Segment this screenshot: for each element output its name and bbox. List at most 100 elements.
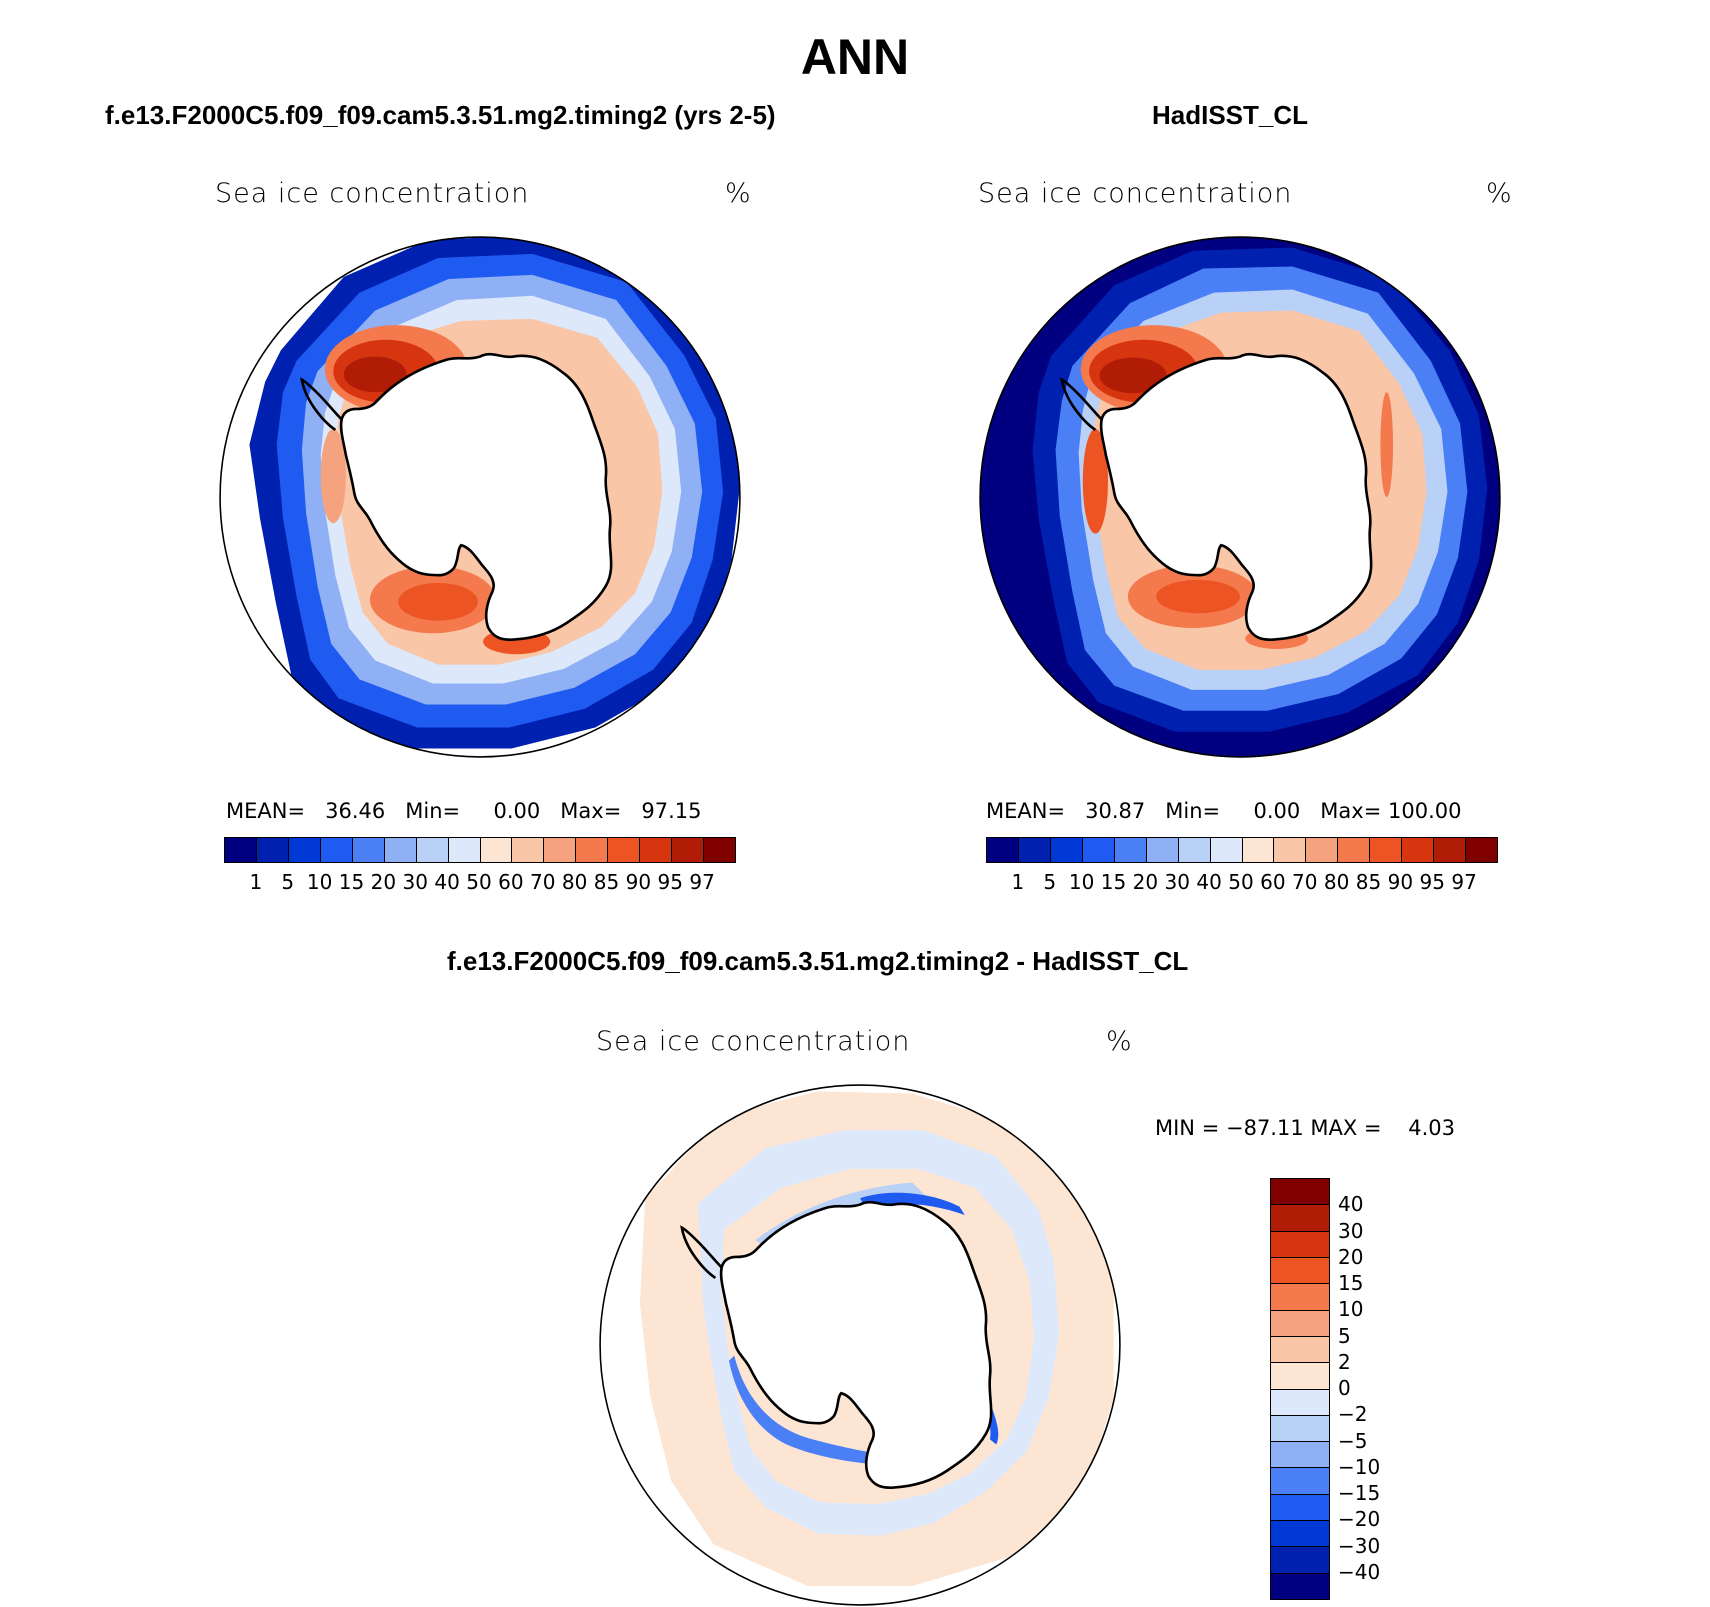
obs-colorbar-tick-label: 5 — [1043, 870, 1057, 894]
diff-colorbar-tick-label: −40 — [1338, 1559, 1381, 1584]
diff-colorbar-swatch — [1271, 1310, 1329, 1337]
obs-colorbar-tick-label: 97 — [1451, 870, 1477, 894]
diff-min-label: MIN = — [1155, 1116, 1220, 1140]
diff-colorbar-swatch — [1271, 1521, 1329, 1548]
obs-colorbar-swatch — [1306, 838, 1339, 862]
obs-colorbar-tick-label: 60 — [1260, 870, 1286, 894]
diff-colorbar-tick-label: 30 — [1338, 1218, 1364, 1243]
model-colorbar-tick-label: 70 — [530, 870, 556, 894]
model-colorbar-tick-label: 1 — [249, 870, 263, 894]
obs-max-label: Max= — [1320, 799, 1382, 823]
model-colorbar-tick-label: 40 — [434, 870, 460, 894]
obs-colorbar-swatch — [1114, 838, 1147, 862]
diff-variable-label: Sea ice concentration — [596, 1026, 911, 1057]
obs-variable-label: Sea ice concentration — [978, 178, 1293, 209]
obs-max-value: 100.00 — [1388, 799, 1462, 823]
diff-colorbar-tick-label: 20 — [1338, 1244, 1364, 1269]
diff-colorbar-ticks: 40 30 20 15 10 5 2 0 −2 −5 −10 −15 −20 −30 −40 — [1338, 1178, 1408, 1598]
model-colorbar-swatch — [608, 838, 641, 862]
obs-colorbar-swatch — [1146, 838, 1179, 862]
obs-colorbar-swatch — [1274, 838, 1307, 862]
model-stats: MEAN= 36.46 Min= 0.00 Max= 97.15 — [226, 799, 701, 823]
model-colorbar-swatch — [352, 838, 385, 862]
obs-colorbar-swatch — [1370, 838, 1403, 862]
model-colorbar-tick-label: 60 — [498, 870, 524, 894]
obs-colorbar-tick-label: 90 — [1387, 870, 1414, 894]
model-colorbar-swatch — [288, 838, 321, 862]
obs-stats: MEAN= 30.87 Min= 0.00 Max= 100.00 — [986, 799, 1461, 823]
diff-colorbar-tick-label: 10 — [1338, 1297, 1364, 1322]
model-colorbar-swatch — [320, 838, 353, 862]
obs-min-label: Min= — [1165, 799, 1221, 823]
model-variable-label: Sea ice concentration — [215, 178, 530, 209]
model-polar-map — [219, 236, 741, 758]
obs-colorbar-tick-label: 30 — [1164, 870, 1190, 894]
model-colorbar-tick-label: 10 — [306, 870, 333, 894]
model-colorbar-tick-label: 97 — [689, 870, 715, 894]
model-mean-value: 36.46 — [325, 799, 386, 823]
model-panel-title: f.e13.F2000C5.f09_f09.cam5.3.51.mg2.timi… — [105, 100, 776, 130]
model-min-label: Min= — [405, 799, 461, 823]
obs-colorbar-swatch — [1050, 838, 1083, 862]
obs-colorbar-tick-label: 10 — [1068, 870, 1095, 894]
obs-colorbar-swatch — [1178, 838, 1211, 862]
diff-colorbar — [1270, 1178, 1330, 1600]
obs-colorbar-swatch — [987, 838, 1019, 862]
diff-colorbar-tick-label: 15 — [1338, 1271, 1364, 1295]
obs-colorbar-swatch — [1338, 838, 1371, 862]
model-units-label: % — [725, 178, 752, 209]
model-colorbar-ticks: 1 5 10 15 20 30 40 50 60 70 80 85 90 95 97 — [224, 870, 734, 894]
model-colorbar-tick-label: 85 — [593, 870, 620, 894]
diff-colorbar-swatch — [1271, 1205, 1329, 1232]
obs-units-label: % — [1486, 178, 1513, 209]
diff-colorbar-swatch — [1271, 1389, 1329, 1416]
obs-mean-label: MEAN= — [986, 799, 1066, 823]
model-colorbar-swatch — [384, 838, 417, 862]
diff-colorbar-swatch — [1271, 1547, 1329, 1574]
obs-colorbar-swatch — [1402, 838, 1435, 862]
obs-colorbar-tick-label: 70 — [1292, 870, 1318, 894]
model-colorbar-tick-label: 80 — [561, 870, 588, 894]
obs-colorbar-tick-label: 85 — [1355, 870, 1382, 894]
model-colorbar-swatch — [225, 838, 257, 862]
model-mean-label: MEAN= — [226, 799, 306, 823]
model-min-value: 0.00 — [493, 799, 541, 823]
diff-colorbar-swatch — [1271, 1231, 1329, 1258]
figure-title: ANN — [800, 29, 910, 85]
model-colorbar-swatch — [576, 838, 609, 862]
model-max-label: Max= — [560, 799, 622, 823]
model-max-value: 97.15 — [641, 799, 702, 823]
diff-colorbar-swatch — [1271, 1336, 1329, 1364]
diff-colorbar-swatch — [1271, 1468, 1329, 1495]
model-colorbar-tick-label: 95 — [657, 870, 683, 894]
diff-colorbar-swatch — [1271, 1573, 1329, 1599]
obs-colorbar-swatch — [1082, 838, 1115, 862]
diff-colorbar-tick-label: 2 — [1338, 1349, 1351, 1374]
model-colorbar-tick-label: 90 — [625, 870, 652, 894]
diff-colorbar-tick-label: −20 — [1338, 1507, 1381, 1532]
model-colorbar-swatch — [416, 838, 449, 862]
diff-colorbar-swatch — [1271, 1179, 1329, 1206]
model-colorbar-tick-label: 20 — [370, 870, 397, 894]
obs-colorbar-tick-label: 95 — [1419, 870, 1445, 894]
model-colorbar-swatch — [544, 838, 577, 862]
obs-colorbar-swatch — [1210, 838, 1243, 862]
diff-colorbar-swatch — [1271, 1363, 1329, 1390]
model-colorbar-swatch — [256, 838, 289, 862]
model-colorbar-tick-label: 30 — [402, 870, 428, 894]
diff-colorbar-swatch — [1271, 1494, 1329, 1522]
obs-colorbar-swatch — [1242, 838, 1275, 862]
obs-colorbar-tick-label: 20 — [1132, 870, 1159, 894]
diff-polar-map — [599, 1084, 1121, 1606]
diff-colorbar-swatch — [1271, 1442, 1329, 1469]
obs-colorbar-tick-label: 80 — [1323, 870, 1350, 894]
obs-panel-title: HadISST_CL — [1152, 100, 1309, 130]
diff-colorbar-swatch — [1271, 1257, 1329, 1285]
model-colorbar-swatch — [640, 838, 673, 862]
model-colorbar-swatch — [672, 838, 705, 862]
model-colorbar-tick-label: 50 — [466, 870, 492, 894]
diff-colorbar-swatch — [1271, 1415, 1329, 1443]
obs-colorbar-tick-label: 50 — [1228, 870, 1254, 894]
model-colorbar-swatch — [480, 838, 513, 862]
obs-colorbar-tick-label: 40 — [1196, 870, 1222, 894]
